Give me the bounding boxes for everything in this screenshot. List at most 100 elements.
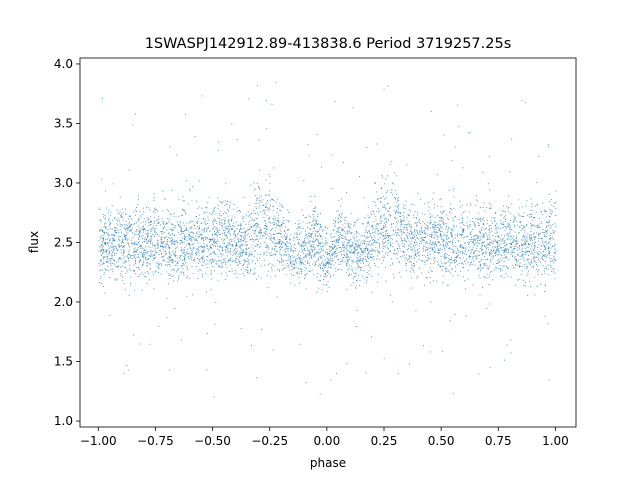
data-point bbox=[421, 238, 423, 240]
data-point bbox=[435, 222, 437, 223]
data-point bbox=[386, 220, 388, 222]
data-point bbox=[135, 241, 137, 243]
data-point bbox=[448, 241, 450, 242]
data-point bbox=[526, 225, 528, 227]
data-point bbox=[118, 238, 120, 240]
data-point bbox=[289, 239, 291, 241]
data-point bbox=[156, 210, 158, 212]
data-point bbox=[105, 269, 107, 271]
data-point bbox=[395, 198, 396, 200]
data-point bbox=[479, 231, 481, 233]
data-point bbox=[479, 277, 481, 279]
data-point bbox=[547, 242, 549, 244]
data-point bbox=[305, 233, 307, 235]
data-point bbox=[470, 263, 472, 265]
data-point bbox=[500, 240, 502, 242]
data-point bbox=[309, 270, 311, 272]
data-point bbox=[206, 229, 208, 231]
data-point bbox=[174, 255, 176, 257]
data-point bbox=[293, 268, 295, 270]
data-point bbox=[127, 232, 129, 234]
data-point bbox=[202, 257, 204, 259]
data-point bbox=[416, 243, 418, 245]
data-point bbox=[232, 208, 234, 210]
data-point bbox=[433, 237, 435, 239]
data-point bbox=[370, 250, 372, 252]
data-point bbox=[154, 220, 155, 222]
data-point bbox=[123, 252, 125, 253]
data-point bbox=[534, 205, 536, 207]
data-point bbox=[384, 237, 386, 239]
data-point bbox=[215, 213, 217, 215]
data-point bbox=[319, 243, 321, 245]
data-point bbox=[177, 270, 179, 271]
data-point bbox=[447, 258, 449, 260]
data-point bbox=[451, 208, 452, 210]
data-point bbox=[508, 228, 510, 230]
data-point bbox=[151, 235, 153, 237]
data-point bbox=[325, 275, 327, 277]
data-point bbox=[255, 222, 257, 224]
data-point bbox=[343, 243, 345, 245]
data-point bbox=[349, 251, 351, 253]
data-point bbox=[503, 242, 505, 244]
data-point bbox=[215, 234, 217, 236]
data-point bbox=[367, 249, 369, 251]
data-point bbox=[462, 252, 464, 253]
data-point bbox=[128, 230, 130, 232]
data-point bbox=[489, 367, 491, 369]
data-point bbox=[140, 260, 142, 262]
data-point bbox=[263, 204, 265, 206]
data-point bbox=[246, 234, 248, 236]
data-point bbox=[273, 237, 275, 238]
data-point bbox=[497, 235, 499, 236]
data-point bbox=[298, 233, 300, 235]
data-point bbox=[214, 252, 216, 254]
data-point bbox=[338, 227, 340, 229]
data-point bbox=[410, 237, 412, 239]
data-point bbox=[107, 261, 109, 263]
data-point bbox=[139, 343, 141, 345]
data-point bbox=[219, 229, 221, 231]
data-point bbox=[103, 256, 105, 258]
data-point bbox=[352, 277, 354, 279]
data-point bbox=[416, 222, 418, 224]
data-point bbox=[101, 241, 103, 243]
data-point bbox=[472, 284, 474, 286]
data-point bbox=[361, 254, 363, 256]
data-point bbox=[240, 222, 242, 224]
data-point bbox=[319, 242, 321, 244]
data-point bbox=[441, 269, 443, 271]
data-point bbox=[320, 250, 322, 252]
data-point bbox=[352, 261, 354, 262]
data-point bbox=[151, 255, 153, 257]
data-point bbox=[272, 228, 274, 229]
data-point bbox=[216, 241, 217, 243]
data-point bbox=[348, 242, 350, 244]
data-point bbox=[111, 247, 113, 248]
data-point bbox=[523, 212, 525, 214]
data-point bbox=[523, 226, 525, 228]
data-point bbox=[535, 257, 537, 258]
data-point bbox=[445, 267, 447, 269]
data-point bbox=[221, 247, 223, 249]
data-point bbox=[290, 249, 292, 251]
data-point bbox=[304, 217, 306, 218]
data-point bbox=[108, 247, 110, 249]
data-point bbox=[417, 192, 419, 194]
data-point bbox=[198, 251, 200, 253]
data-point bbox=[125, 229, 126, 230]
data-point bbox=[545, 266, 547, 268]
data-point bbox=[121, 279, 123, 281]
data-point bbox=[217, 229, 219, 231]
data-point bbox=[183, 272, 185, 274]
data-point bbox=[546, 255, 548, 257]
data-point bbox=[336, 231, 338, 233]
data-point bbox=[336, 255, 338, 256]
data-point bbox=[342, 247, 344, 248]
data-point bbox=[449, 264, 451, 266]
data-point bbox=[531, 237, 533, 239]
data-point bbox=[172, 268, 174, 270]
data-point bbox=[502, 265, 504, 267]
data-point bbox=[114, 246, 116, 248]
